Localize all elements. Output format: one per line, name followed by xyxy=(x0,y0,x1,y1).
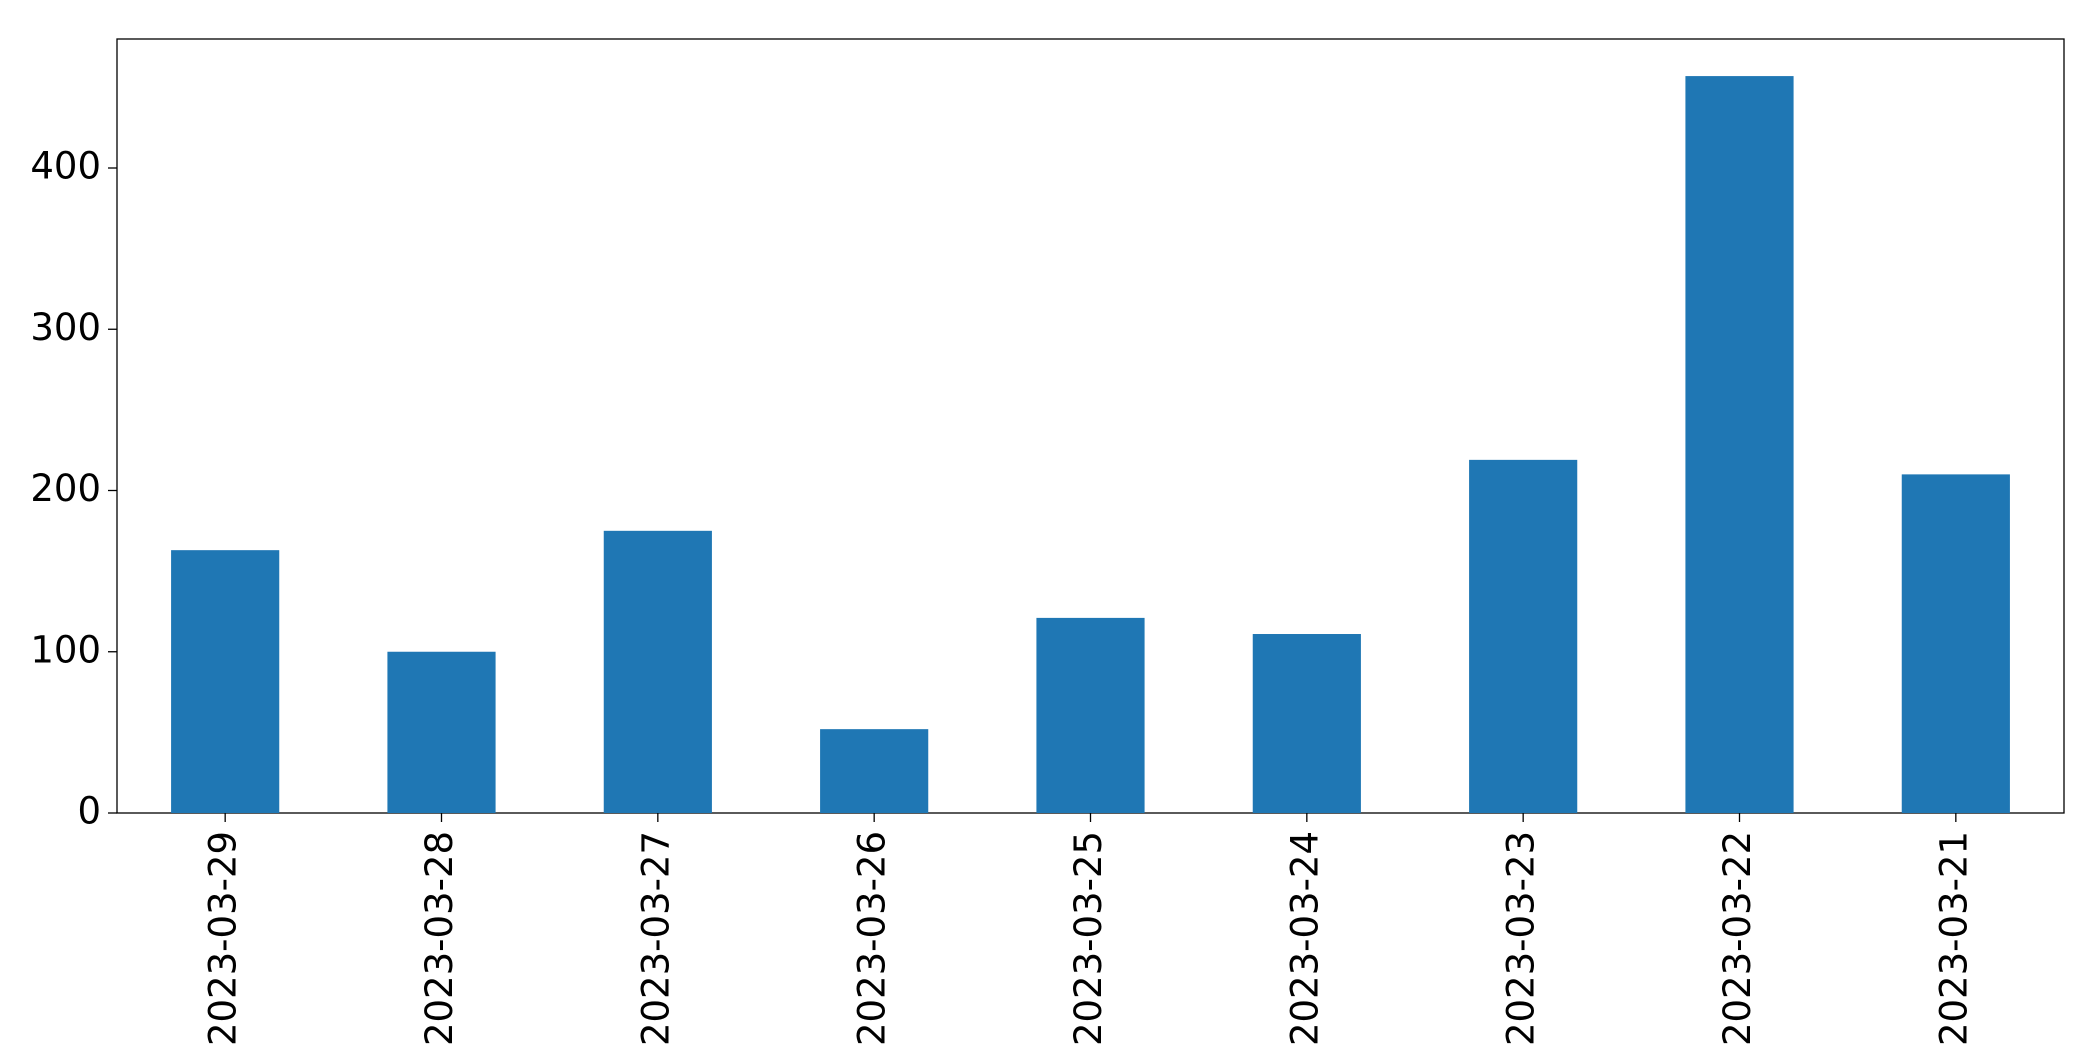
y-tick-label: 100 xyxy=(30,628,101,671)
bar xyxy=(1685,76,1794,813)
y-tick-label: 300 xyxy=(30,306,101,349)
x-tick-label: 2023-03-24 xyxy=(1283,831,1326,1046)
x-tick-label: 2023-03-26 xyxy=(851,831,894,1046)
x-tick-label: 2023-03-27 xyxy=(634,831,677,1046)
x-tick-label: 2023-03-29 xyxy=(202,831,245,1046)
bar xyxy=(603,530,712,813)
x-tick-label: 2023-03-25 xyxy=(1067,831,1110,1046)
bar xyxy=(387,651,496,813)
x-tick-label: 2023-03-21 xyxy=(1932,831,1975,1046)
x-tick-label: 2023-03-22 xyxy=(1716,831,1759,1046)
bar xyxy=(171,550,280,813)
bar xyxy=(1252,634,1361,813)
bar xyxy=(1036,617,1145,813)
y-tick-label: 400 xyxy=(30,145,101,188)
bar xyxy=(1469,459,1578,813)
y-tick-label: 0 xyxy=(77,790,101,833)
x-tick-label: 2023-03-28 xyxy=(418,831,461,1046)
bar xyxy=(1901,474,2010,813)
x-tick-label: 2023-03-23 xyxy=(1500,831,1543,1046)
bar xyxy=(820,729,929,813)
y-tick-label: 200 xyxy=(30,467,101,510)
